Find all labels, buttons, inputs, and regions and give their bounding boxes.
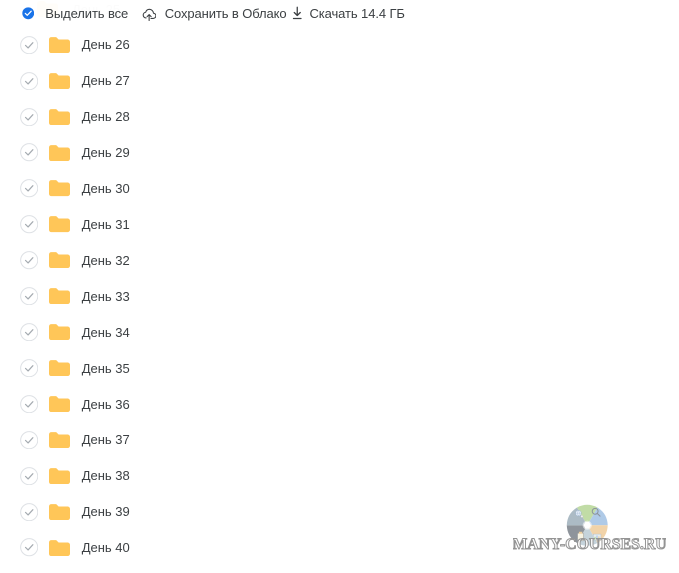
- svg-text:MANY-COURSES.RU: MANY-COURSES.RU: [513, 536, 666, 553]
